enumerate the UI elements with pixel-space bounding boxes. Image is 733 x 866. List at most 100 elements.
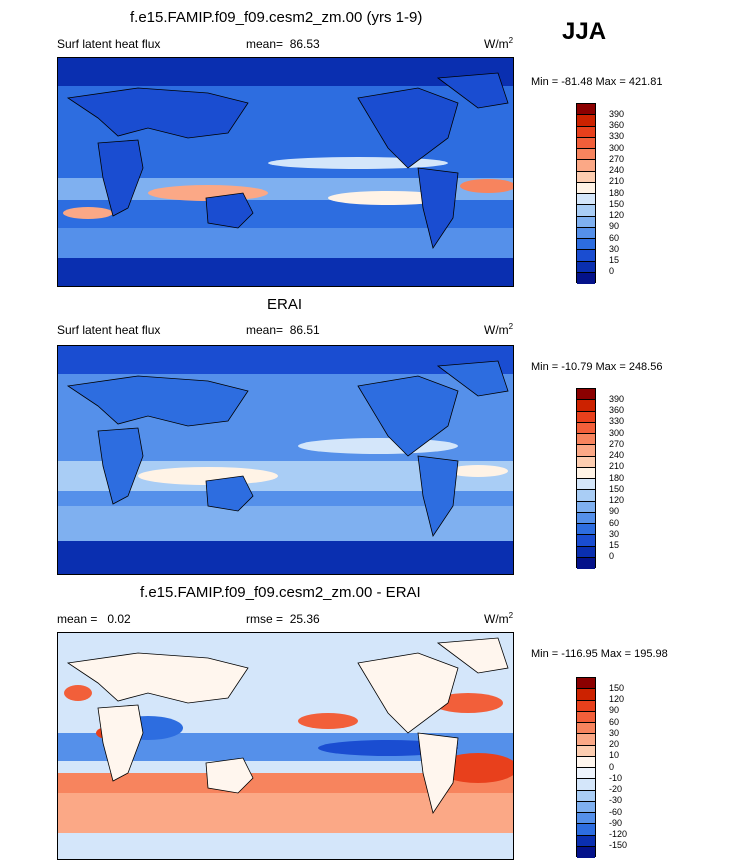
colorbar-segment (577, 801, 595, 813)
panel1-minmax: Min = -81.48 Max = 421.81 (531, 76, 663, 88)
colorbar-segment (577, 250, 595, 262)
panel1-mean-value: 86.53 (289, 37, 320, 51)
colorbar-tick-label: 150 (609, 198, 625, 209)
panel1-mean-label: mean= 86.53 (246, 37, 320, 51)
colorbar-tick-label: 90 (609, 221, 620, 232)
colorbar-segment (577, 813, 595, 825)
panel3-rmse-value: 25.36 (289, 612, 320, 626)
colorbar-tick-label: 120 (609, 694, 625, 704)
colorbar-tick-label: -60 (609, 806, 623, 817)
colorbar-tick-label: 60 (609, 716, 620, 727)
colorbar-segment (577, 115, 595, 127)
colorbar-tick-label: 360 (609, 405, 625, 415)
colorbar-tick-label: 10 (609, 750, 620, 761)
colorbar-tick-label: 300 (609, 142, 625, 153)
colorbar-segment (577, 137, 595, 149)
colorbar-segment (577, 445, 595, 457)
panel2-title: ERAI (267, 296, 303, 313)
colorbar-segment (577, 160, 595, 172)
colorbar-tick-label: 240 (609, 450, 625, 460)
panel3-map-svg (58, 633, 513, 859)
panel2-minmax: Min = -10.79 Max = 248.56 (531, 361, 663, 373)
colorbar-segment (577, 434, 595, 446)
panel2-mean-label: mean= 86.51 (246, 323, 320, 337)
colorbar-tick-label: 330 (609, 416, 625, 427)
colorbar-segment (577, 535, 595, 547)
colorbar-tick-label: 180 (609, 472, 625, 483)
colorbar-segment (577, 678, 595, 690)
panel2-colorbar (576, 388, 596, 569)
colorbar-tick-label: 300 (609, 427, 625, 438)
colorbar-segment (577, 182, 595, 194)
colorbar-segment (577, 171, 595, 183)
colorbar-segment (577, 149, 595, 161)
colorbar-segment (577, 835, 595, 847)
colorbar-segment (577, 711, 595, 723)
panel1-colorbar (576, 103, 596, 284)
colorbar-segment (577, 779, 595, 791)
colorbar-tick-label: 390 (609, 108, 625, 119)
colorbar-segment (577, 512, 595, 524)
colorbar-segment (577, 745, 595, 757)
colorbar-tick-label: 15 (609, 255, 620, 265)
colorbar-segment (577, 126, 595, 138)
colorbar-tick-label: 210 (609, 176, 625, 187)
colorbar-segment (577, 216, 595, 228)
panel2-units-base: W/m (484, 323, 509, 337)
colorbar-tick-label: 390 (609, 393, 625, 404)
colorbar-tick-label: 90 (609, 705, 620, 716)
colorbar-segment (577, 400, 595, 412)
colorbar-segment (577, 689, 595, 701)
colorbar-tick-label: 20 (609, 739, 620, 749)
colorbar-segment (577, 790, 595, 802)
panel3-rmse-text: rmse = (246, 612, 284, 626)
colorbar-tick-label: 330 (609, 131, 625, 142)
panel2-mean-value: 86.51 (289, 323, 320, 337)
colorbar-tick-label: 180 (609, 187, 625, 198)
panel3-rmse-label: rmse = 25.36 (246, 612, 320, 626)
panel2-map-svg (58, 346, 513, 574)
colorbar-segment (577, 239, 595, 251)
colorbar-segment (577, 422, 595, 434)
colorbar-segment (577, 411, 595, 423)
colorbar-tick-label: 60 (609, 232, 620, 243)
colorbar-tick-label: 240 (609, 165, 625, 175)
colorbar-tick-label: 150 (609, 483, 625, 494)
colorbar-tick-label: 360 (609, 120, 625, 130)
panel3-map (57, 632, 514, 860)
colorbar-segment (577, 205, 595, 217)
panel2-units: W/m2 (484, 322, 513, 337)
colorbar-tick-label: -150 (609, 840, 628, 851)
colorbar-segment (577, 194, 595, 206)
colorbar-tick-label: 90 (609, 506, 620, 517)
panel2-units-sup: 2 (508, 322, 514, 331)
colorbar-segment (577, 546, 595, 558)
colorbar-segment (577, 467, 595, 479)
panel3-units-base: W/m (484, 612, 509, 626)
panel1-map (57, 57, 514, 287)
colorbar-segment (577, 524, 595, 536)
colorbar-tick-label: 270 (609, 153, 625, 164)
panel2-map (57, 345, 514, 575)
colorbar-tick-label: -120 (609, 829, 628, 839)
colorbar-tick-label: 30 (609, 528, 620, 539)
colorbar-segment (577, 272, 595, 284)
colorbar-tick-label: 0 (609, 761, 615, 772)
panel3-minmax: Min = -116.95 Max = 195.98 (531, 648, 668, 660)
colorbar-segment (577, 501, 595, 513)
colorbar-tick-label: 30 (609, 243, 620, 254)
panel1-mean-text: mean= (246, 37, 284, 51)
panel1-variable-label: Surf latent heat flux (57, 37, 161, 51)
colorbar-tick-label: 270 (609, 438, 625, 449)
panel3-units: W/m2 (484, 611, 513, 626)
colorbar-segment (577, 824, 595, 836)
panel1-units-base: W/m (484, 37, 509, 51)
panel3-mean-label: mean = 0.02 (57, 612, 131, 626)
colorbar-tick-label: 0 (609, 266, 615, 277)
colorbar-tick-label: 120 (609, 210, 625, 220)
panel1-title: f.e15.FAMIP.f09_f09.cesm2_zm.00 (yrs 1-9… (130, 9, 423, 26)
colorbar-segment (577, 227, 595, 239)
colorbar-segment (577, 557, 595, 569)
panel1-units: W/m2 (484, 36, 513, 51)
colorbar-tick-label: -90 (609, 817, 623, 828)
